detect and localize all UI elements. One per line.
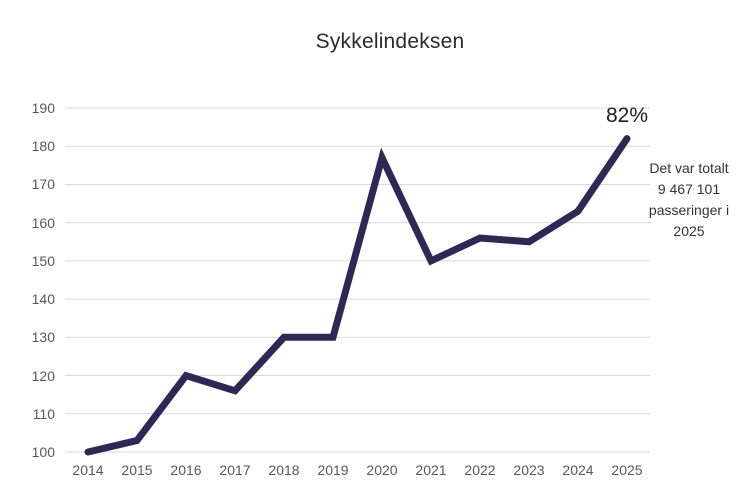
x-tick-label: 2016 [170,462,202,478]
y-tick-label: 100 [31,444,55,460]
y-tick-label: 110 [32,405,55,422]
x-tick-label: 2021 [415,462,447,478]
x-tick-label: 2014 [72,462,104,478]
x-tick-label: 2022 [464,462,496,478]
index-line-series [84,135,631,456]
chart-title: Sykkelindeksen [315,30,465,53]
x-tick-label: 2023 [513,462,545,478]
y-tick-label: 190 [31,100,55,116]
x-tick-label: 2018 [268,462,300,478]
y-tick-label: 180 [31,138,55,155]
y-tick-label: 170 [31,176,55,193]
x-tick-label: 2024 [562,462,594,478]
y-tick-label: 140 [31,291,55,308]
y-tick-label: 160 [31,214,55,231]
x-tick-label: 2025 [611,462,643,478]
y-tick-label: 120 [31,367,55,384]
y-tick-label: 150 [31,252,55,269]
y-tick-label: 130 [31,329,55,346]
x-tick-label: 2019 [317,462,349,478]
annotation-percent: 82% [605,104,648,127]
x-tick-label: 2020 [366,462,398,478]
x-tick-label: 2015 [121,462,153,478]
x-tick-label: 2017 [219,462,251,478]
annotation-note: Det var totalt 9 467 101 passeringer i 2… [648,160,730,239]
